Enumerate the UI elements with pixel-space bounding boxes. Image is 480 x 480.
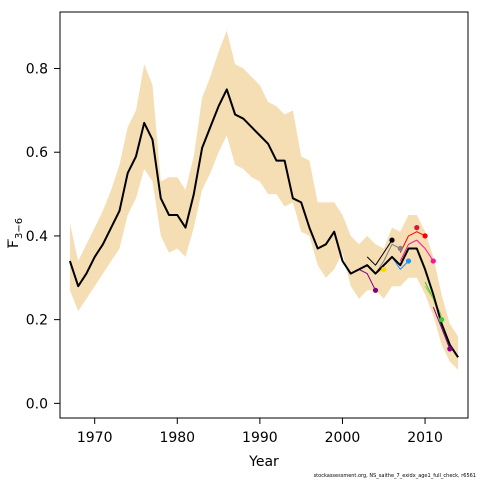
y-tick-label-1: 0.2 xyxy=(26,313,48,329)
credit-line: stockassessment.org, NS_saithe_7_exidx_a… xyxy=(314,473,476,479)
axis-layer: 1970 1980 1990 2000 2010 0.0 0.2 0.4 0.6 0.8 xyxy=(26,62,443,446)
y-axis-title-subscript: 3−6 xyxy=(14,218,25,239)
y-tick-label-0: 0.0 xyxy=(26,396,48,412)
plot-frame xyxy=(59,11,469,419)
endpoint-marker-2004 xyxy=(372,287,379,293)
x-tick-label-2010: 2010 xyxy=(407,430,443,446)
endpoint-marker-2006 xyxy=(389,237,395,243)
x-axis-title: Year xyxy=(248,454,279,470)
series-line-5 xyxy=(399,231,426,253)
x-tick-label-2000: 2000 xyxy=(325,430,361,446)
endpoint-marker-2010 xyxy=(422,233,428,239)
y-axis-title: F 3−6 xyxy=(6,218,25,248)
y-axis-title-main: F xyxy=(6,240,22,248)
series-line-8 xyxy=(424,285,443,316)
endpoint-layer xyxy=(372,225,453,352)
y-tick-label-2: 0.4 xyxy=(26,229,48,245)
series-line-6 xyxy=(399,239,434,262)
endpoint-marker-2011 xyxy=(430,258,436,264)
confidence-band-layer xyxy=(69,30,459,370)
series-line-2 xyxy=(375,243,401,274)
endpoint-marker-2005 xyxy=(381,266,387,272)
series-line-1 xyxy=(366,239,393,266)
endpoint-marker-2008 xyxy=(405,258,412,264)
confidence-band xyxy=(69,30,459,370)
series-line-10 xyxy=(432,306,451,350)
x-tick-label-1990: 1990 xyxy=(242,430,278,446)
endpoint-marker-2013 xyxy=(447,346,453,352)
x-tick-label-1980: 1980 xyxy=(159,430,195,446)
endpoint-marker-2012 xyxy=(439,317,445,323)
y-tick-label-4: 0.8 xyxy=(26,62,48,78)
endpoint-marker-2007 xyxy=(397,245,403,252)
y-tick-label-3: 0.6 xyxy=(26,145,48,161)
endpoint-marker-2009 xyxy=(414,225,420,231)
series-line-final xyxy=(68,88,459,358)
series-layer xyxy=(68,88,459,358)
x-tick-label-1970: 1970 xyxy=(77,430,113,446)
